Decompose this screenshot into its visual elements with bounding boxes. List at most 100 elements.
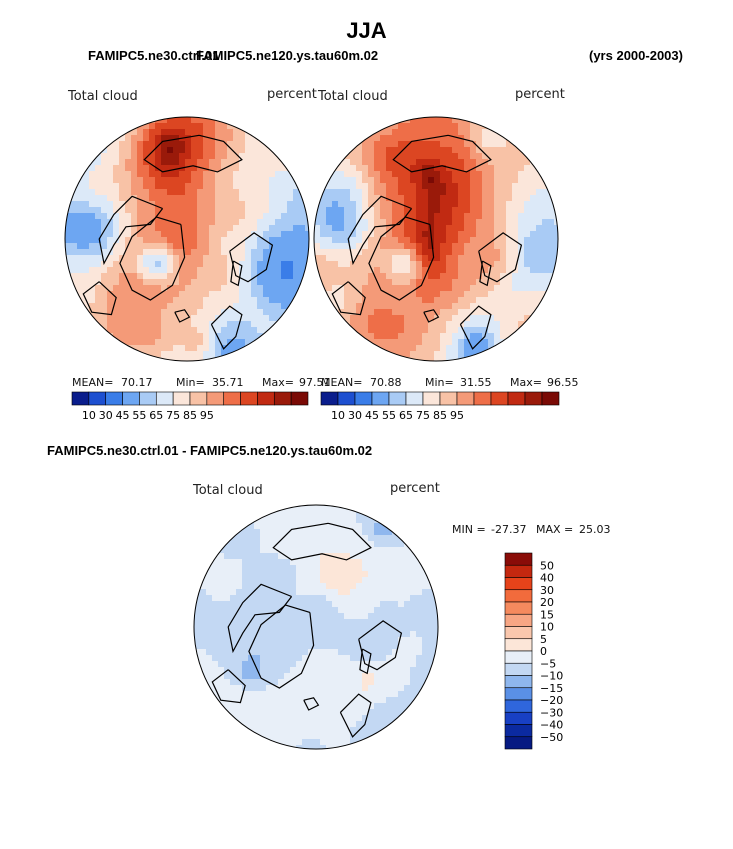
field-cell xyxy=(548,231,555,238)
field-cell xyxy=(488,225,495,232)
field-cell xyxy=(356,613,363,620)
field-cell xyxy=(83,285,90,292)
field-cell xyxy=(215,291,222,298)
panel3-colorbar-label: 50 xyxy=(540,559,554,572)
field-cell xyxy=(320,231,327,238)
field-cell xyxy=(155,273,162,280)
field-cell xyxy=(143,237,150,244)
field-cell xyxy=(224,553,231,560)
field-cell xyxy=(167,237,174,244)
field-cell xyxy=(374,201,381,208)
field-cell xyxy=(260,733,267,740)
field-cell xyxy=(500,159,507,166)
field-cell xyxy=(308,547,315,554)
field-cell xyxy=(149,327,156,334)
field-cell xyxy=(344,523,351,530)
field-cell xyxy=(215,237,222,244)
field-cell xyxy=(242,691,249,698)
field-cell xyxy=(221,177,228,184)
field-cell xyxy=(452,315,459,322)
field-cell xyxy=(482,339,489,346)
field-cell xyxy=(290,607,297,614)
field-cell xyxy=(197,303,204,310)
field-cell xyxy=(173,327,180,334)
field-cell xyxy=(422,637,429,644)
field-cell xyxy=(548,261,555,268)
field-cell xyxy=(314,559,321,566)
field-cell xyxy=(398,649,405,656)
field-cell xyxy=(386,345,393,352)
field-cell xyxy=(257,231,264,238)
field-cell xyxy=(200,595,207,602)
field-cell xyxy=(368,625,375,632)
field-cell xyxy=(185,171,192,178)
field-cell xyxy=(197,237,204,244)
field-cell xyxy=(269,159,276,166)
field-cell xyxy=(101,315,108,322)
field-cell xyxy=(266,733,273,740)
field-cell xyxy=(197,195,204,202)
field-cell xyxy=(257,147,264,154)
field-cell xyxy=(284,613,291,620)
field-cell xyxy=(338,637,345,644)
field-cell xyxy=(488,309,495,316)
field-cell xyxy=(296,685,303,692)
field-cell xyxy=(380,589,387,596)
field-cell xyxy=(173,255,180,262)
field-cell xyxy=(155,267,162,274)
field-cell xyxy=(416,171,423,178)
field-cell xyxy=(446,279,453,286)
field-cell xyxy=(446,117,453,124)
field-cell xyxy=(113,327,120,334)
field-cell xyxy=(275,207,282,214)
field-cell xyxy=(362,267,369,274)
field-cell xyxy=(245,207,252,214)
panel1-colorbar-box xyxy=(71,391,90,406)
field-cell xyxy=(260,721,267,728)
field-cell xyxy=(278,643,285,650)
field-cell xyxy=(446,207,453,214)
field-cell xyxy=(416,649,423,656)
field-cell xyxy=(266,649,273,656)
field-cell xyxy=(248,535,255,542)
field-cell xyxy=(524,261,531,268)
field-cell xyxy=(239,255,246,262)
field-cell xyxy=(356,267,363,274)
field-cell xyxy=(350,153,357,160)
field-cell xyxy=(524,249,531,256)
panel3-colorbar-box xyxy=(504,564,533,578)
field-cell xyxy=(191,141,198,148)
field-cell xyxy=(206,625,213,632)
field-cell xyxy=(149,267,156,274)
field-cell xyxy=(155,189,162,196)
field-cell xyxy=(149,351,156,358)
field-cell xyxy=(500,303,507,310)
field-cell xyxy=(137,285,144,292)
field-cell xyxy=(464,177,471,184)
field-cell xyxy=(314,595,321,602)
field-cell xyxy=(251,147,258,154)
field-cell xyxy=(338,201,345,208)
field-cell xyxy=(149,243,156,250)
field-cell xyxy=(227,225,234,232)
field-cell xyxy=(173,129,180,136)
field-cell xyxy=(236,547,243,554)
field-cell xyxy=(197,231,204,238)
field-cell xyxy=(368,565,375,572)
field-cell xyxy=(338,559,345,566)
field-cell xyxy=(500,207,507,214)
field-cell xyxy=(131,183,138,190)
panel2-colorbar-label: 10 xyxy=(331,409,345,422)
field-cell xyxy=(404,649,411,656)
field-cell xyxy=(260,673,267,680)
field-cell xyxy=(362,219,369,226)
field-cell xyxy=(392,649,399,656)
field-cell xyxy=(245,219,252,226)
field-cell xyxy=(494,249,501,256)
field-cell xyxy=(212,631,219,638)
field-cell xyxy=(299,219,306,226)
field-cell xyxy=(434,123,441,130)
field-cell xyxy=(374,619,381,626)
field-cell xyxy=(275,219,282,226)
field-cell xyxy=(332,613,339,620)
